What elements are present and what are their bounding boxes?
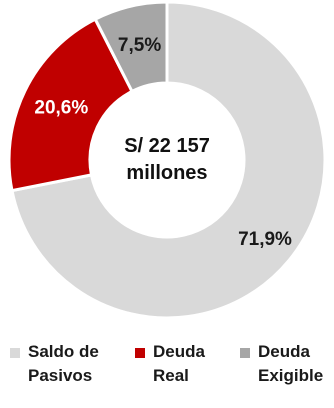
legend-swatch-deuda-exigible [240,348,250,358]
legend-item-deuda-exigible: Deuda Exigible [240,340,323,388]
data-label-deuda-real: 20,6% [34,98,88,119]
data-label-saldo-de-pasivos: 71,9% [238,229,292,250]
data-label-deuda-exigible: 7,5% [118,35,161,56]
legend-label-saldo-de-pasivos: Saldo de Pasivos [28,342,99,385]
donut-slice-saldo-de-pasivos [10,0,327,320]
legend-swatch-deuda-real [135,348,145,358]
donut-slice-deuda-real [7,17,135,193]
legend-label-deuda-real: Deuda Real [153,342,205,385]
legend-label-deuda-exigible: Deuda Exigible [258,342,324,385]
donut-center-label: S/ 22 157 millones [100,133,234,187]
legend-item-deuda-real: Deuda Real [135,340,205,388]
legend-item-saldo-de-pasivos: Saldo de Pasivos [10,340,99,388]
donut-slice-deuda-exigible [93,0,169,94]
chart-legend: Saldo de Pasivos Deuda Real Deuda Exigib… [0,340,334,408]
center-total: S/ 22 157 [124,135,210,157]
legend-swatch-saldo-de-pasivos [10,348,20,358]
center-unit: millones [126,162,208,184]
